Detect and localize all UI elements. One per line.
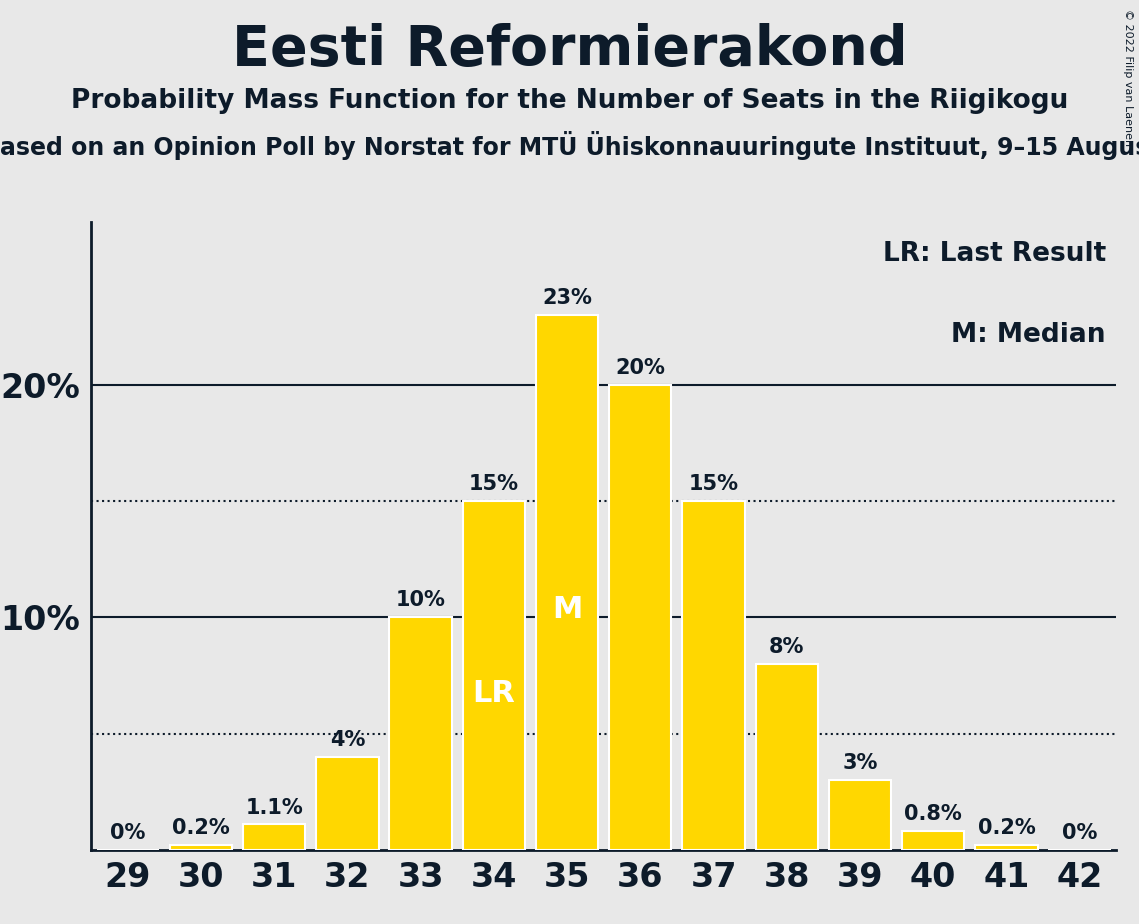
Text: 0.2%: 0.2% (977, 819, 1035, 838)
Text: M: M (552, 595, 582, 624)
Text: 4%: 4% (329, 730, 366, 750)
Text: 20%: 20% (615, 358, 665, 378)
Bar (975, 845, 1038, 850)
Text: 15%: 15% (688, 474, 738, 494)
Bar (317, 757, 378, 850)
Bar (390, 617, 452, 850)
Text: 0%: 0% (110, 823, 146, 843)
Text: 23%: 23% (542, 288, 592, 308)
Text: Probability Mass Function for the Number of Seats in the Riigikogu: Probability Mass Function for the Number… (71, 88, 1068, 114)
Text: 10%: 10% (395, 590, 445, 611)
Text: 0.2%: 0.2% (172, 819, 230, 838)
Bar (536, 315, 598, 850)
Text: LR: LR (473, 678, 515, 708)
Text: 8%: 8% (769, 637, 804, 657)
Bar (462, 501, 525, 850)
Bar (682, 501, 745, 850)
Bar (170, 845, 232, 850)
Text: LR: Last Result: LR: Last Result (883, 240, 1106, 267)
Text: Eesti Reformierakond: Eesti Reformierakond (231, 23, 908, 77)
Text: 0%: 0% (1062, 823, 1097, 843)
Text: 1.1%: 1.1% (245, 797, 303, 818)
Bar (829, 780, 891, 850)
Text: © 2022 Filip van Laenen: © 2022 Filip van Laenen (1123, 9, 1133, 146)
Text: ased on an Opinion Poll by Norstat for MTÜ Ühiskonnauuringute Instituut, 9–15 Au: ased on an Opinion Poll by Norstat for M… (0, 131, 1139, 160)
Text: 3%: 3% (842, 753, 878, 773)
Text: M: Median: M: Median (951, 322, 1106, 348)
Text: 15%: 15% (469, 474, 519, 494)
Bar (243, 824, 305, 850)
Bar (902, 832, 965, 850)
Text: 0.8%: 0.8% (904, 805, 962, 824)
Bar (755, 664, 818, 850)
Bar (609, 384, 671, 850)
